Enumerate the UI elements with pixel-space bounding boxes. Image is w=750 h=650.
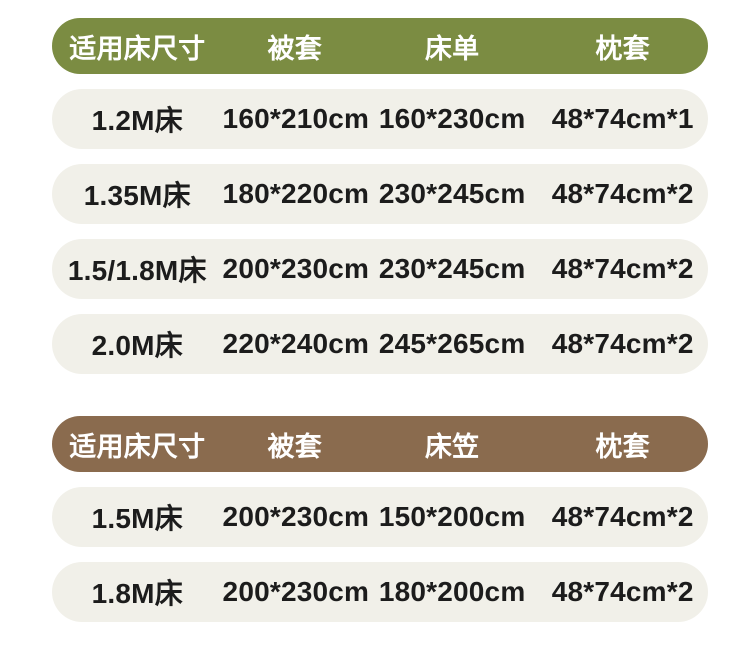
dimension-cell: 150*200cm <box>378 501 526 532</box>
column-header: 床笠 <box>424 431 480 462</box>
table-rows: 1.2M床 160*210cm 160*230cm 48*74cm*1 1.35M床 18… <box>52 89 708 374</box>
dimension-cell: 230*245cm <box>378 253 526 284</box>
dimension-cell: 48*74cm*2 <box>551 576 694 607</box>
bed-size-cell: 1.35M床 <box>83 180 191 211</box>
bed-size-cell: 1.8M床 <box>91 578 183 609</box>
dimension-cell: 48*74cm*2 <box>551 178 694 209</box>
table-row: 1.5/1.8M床 200*230cm 230*245cm 48*74cm*2 <box>52 239 708 299</box>
dimension-cell: 245*265cm <box>378 328 526 359</box>
table-row: 1.5M床 200*230cm 150*200cm 48*74cm*2 <box>52 487 708 547</box>
table-header-row: 适用床尺寸 被套 床笠 枕套 <box>52 416 708 472</box>
table-row: 2.0M床 220*240cm 245*265cm 48*74cm*2 <box>52 314 708 374</box>
column-header: 枕套 <box>595 33 650 64</box>
bed-size-cell: 1.5/1.8M床 <box>67 255 207 286</box>
column-header: 枕套 <box>595 431 650 462</box>
bed-size-cell: 1.5M床 <box>91 503 183 534</box>
bed-size-cell: 2.0M床 <box>91 330 183 361</box>
dimension-cell: 200*230cm <box>222 576 370 607</box>
sheet-set-size-table: 适用床尺寸 被套 床单 枕套 1.2M床 160*210cm 160*230cm 48*74… <box>52 18 708 374</box>
table-rows: 1.5M床 200*230cm 150*200cm 48*74cm*2 1.8M床 200… <box>52 487 708 622</box>
dimension-cell: 160*210cm <box>222 103 370 134</box>
bed-size-cell: 1.2M床 <box>91 105 183 136</box>
dimension-cell: 220*240cm <box>222 328 370 359</box>
column-header: 床单 <box>424 33 480 64</box>
dimension-cell: 48*74cm*2 <box>551 328 694 359</box>
table-row: 1.35M床 180*220cm 230*245cm 48*74cm*2 <box>52 164 708 224</box>
dimension-cell: 230*245cm <box>378 178 526 209</box>
column-header: 被套 <box>267 33 322 64</box>
dimension-cell: 200*230cm <box>222 253 370 284</box>
table-row: 1.8M床 200*230cm 180*200cm 48*74cm*2 <box>52 562 708 622</box>
column-header: 被套 <box>267 431 322 462</box>
table-header-row: 适用床尺寸 被套 床单 枕套 <box>52 18 708 74</box>
dimension-cell: 48*74cm*2 <box>551 253 694 284</box>
column-header: 适用床尺寸 <box>69 33 206 64</box>
dimension-cell: 48*74cm*1 <box>551 103 694 134</box>
dimension-cell: 200*230cm <box>222 501 370 532</box>
dimension-cell: 160*230cm <box>378 103 526 134</box>
dimension-cell: 48*74cm*2 <box>551 501 694 532</box>
dimension-cell: 180*220cm <box>222 178 370 209</box>
dimension-cell: 180*200cm <box>378 576 526 607</box>
fitted-sheet-set-size-table: 适用床尺寸 被套 床笠 枕套 1.5M床 200*230cm 150*200cm 48*74… <box>52 416 708 622</box>
column-header: 适用床尺寸 <box>69 431 206 462</box>
table-row: 1.2M床 160*210cm 160*230cm 48*74cm*1 <box>52 89 708 149</box>
